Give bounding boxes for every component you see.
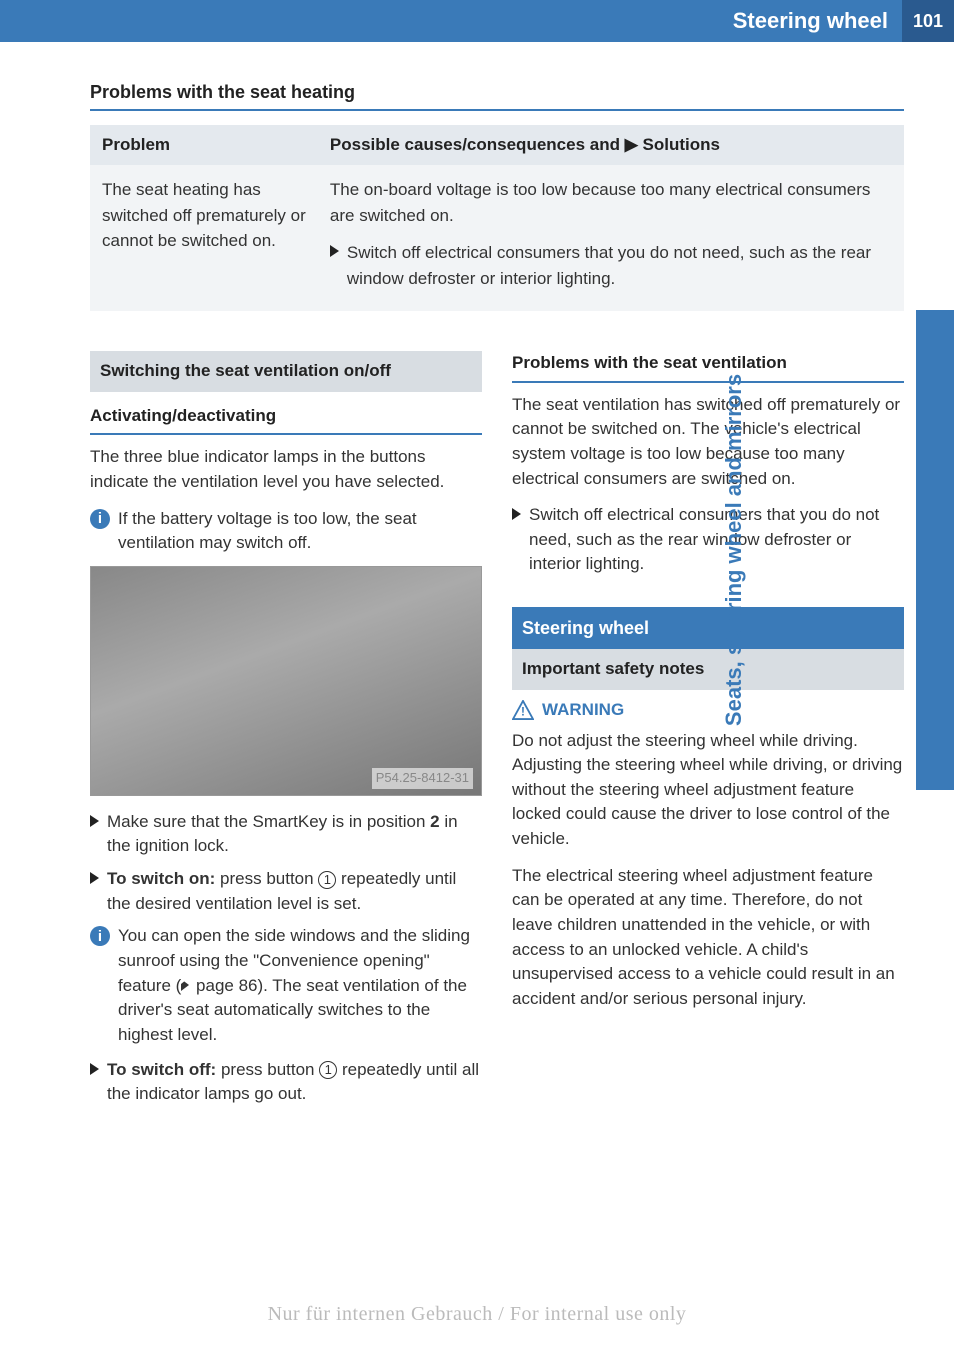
watermark: Nur für internen Gebrauch / For internal… (0, 1303, 954, 1326)
page-number: 101 (902, 0, 954, 42)
circled-1-icon: 1 (318, 871, 336, 889)
play-icon (90, 872, 99, 884)
problems-table: Problem Possible causes/consequences and… (90, 125, 904, 311)
header-title: Steering wheel (733, 8, 888, 34)
play-icon (512, 508, 521, 520)
ventilation-intro: The three blue indicator lamps in the bu… (90, 445, 482, 494)
info-note-1: i If the battery voltage is too low, the… (90, 507, 482, 556)
info-text-2: You can open the side windows and the sl… (118, 924, 482, 1047)
solution-bullet: Switch off electrical consumers that you… (330, 240, 892, 291)
step-smartkey: Make sure that the SmartKey is in positi… (90, 810, 482, 859)
side-tab-text: Seats, steering wheel and mirrors (721, 374, 747, 726)
play-icon (90, 1063, 99, 1075)
cause-text: The on-board voltage is too low because … (330, 177, 892, 228)
table-header-solutions: Possible causes/consequences and ▶ Solut… (318, 125, 904, 165)
info-text-1: If the battery voltage is too low, the s… (118, 507, 482, 556)
sub-heading-activating: Activating/deactivating (90, 404, 482, 436)
table-cell-solution: The on-board voltage is too low because … (318, 165, 904, 311)
warning-triangle-icon: ! (512, 700, 534, 720)
info-icon: i (90, 509, 110, 529)
page-header: Steering wheel 101 (0, 0, 954, 42)
section-heading-seat-heating: Problems with the seat heating (90, 82, 904, 111)
step-switch-on: To switch on: press button 1 repeatedly … (90, 867, 482, 916)
play-icon (90, 815, 99, 827)
side-tab (916, 310, 954, 790)
warning-para-2: The electrical steering wheel adjustment… (512, 864, 904, 1012)
circled-1-icon: 1 (319, 1061, 337, 1079)
play-icon (330, 245, 339, 257)
info-note-2: i You can open the side windows and the … (90, 924, 482, 1047)
gray-heading-ventilation: Switching the seat ventilation on/off (90, 351, 482, 392)
step-text: To switch off: press button 1 repeatedly… (107, 1058, 482, 1107)
table-cell-problem: The seat heating has switched off premat… (90, 165, 318, 311)
left-column: Switching the seat ventilation on/off Ac… (90, 351, 482, 1115)
solution-text: Switch off electrical consumers that you… (347, 240, 892, 291)
step-switch-off: To switch off: press button 1 repeatedly… (90, 1058, 482, 1107)
side-tab-label: Seats, steering wheel and mirrors (558, 310, 910, 790)
svg-text:!: ! (521, 705, 525, 719)
step-text: To switch on: press button 1 repeatedly … (107, 867, 482, 916)
page-ref-icon (181, 974, 189, 999)
table-header-problem: Problem (90, 125, 318, 165)
info-icon: i (90, 926, 110, 946)
dashboard-image (90, 566, 482, 796)
step-text: Make sure that the SmartKey is in positi… (107, 810, 482, 859)
